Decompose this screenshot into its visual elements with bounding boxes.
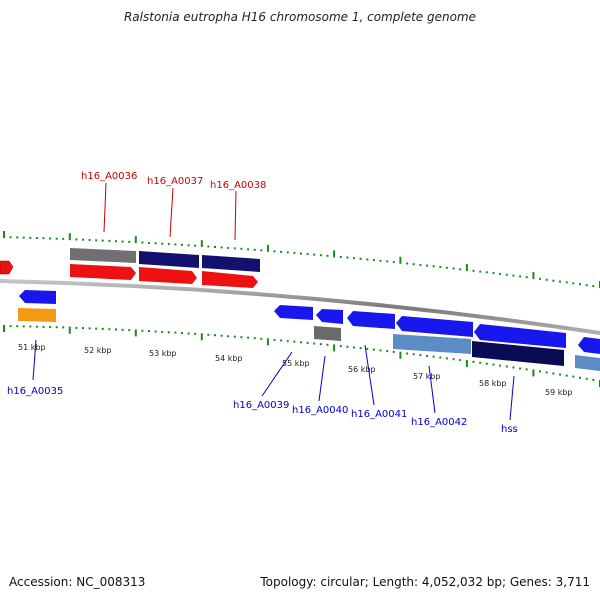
- upper-gene-labels: h16_A0036 h16_A0037 h16_A0038: [81, 171, 266, 191]
- gene-label-h16-A0042[interactable]: h16_A0042: [411, 417, 467, 428]
- gene-h16-A0038-navy[interactable]: [202, 255, 260, 272]
- kbp-label-59: 59 kbp: [545, 388, 573, 397]
- kbp-label-51: 51 kbp: [18, 343, 46, 352]
- lower-gene-labels: h16_A0035 h16_A0039 h16_A0040 h16_A0041 …: [7, 386, 518, 435]
- gene-h16-A0035-orange[interactable]: [18, 308, 56, 322]
- kbp-label-55: 55 kbp: [282, 359, 310, 368]
- kbp-label-54: 54 kbp: [215, 354, 243, 363]
- leader-line-h16-A0036: [103, 182, 107, 233]
- gene-h16-A0038-arrow[interactable]: [202, 271, 258, 288]
- upper-leader-lines: [103, 182, 237, 241]
- gene-h16-A0036-gray[interactable]: [70, 248, 136, 263]
- gene-hss-darknavy[interactable]: [472, 341, 564, 366]
- gene-label-h16-A0041[interactable]: h16_A0041: [351, 409, 407, 420]
- gene-h16-A0041-arrow[interactable]: [347, 311, 395, 329]
- lower-leader-lines: [32, 339, 515, 421]
- leader-line-h16-A0038: [234, 190, 237, 241]
- leader-line-h16-A0037: [169, 187, 174, 238]
- gene-label-h16-A0040[interactable]: h16_A0040: [292, 405, 348, 416]
- genome-backbone: [0, 279, 600, 335]
- upper-tick-track: [3, 231, 600, 288]
- gene-h16-A0039-arrow[interactable]: [274, 305, 313, 320]
- kbp-label-52: 52 kbp: [84, 346, 112, 355]
- gene-label-h16-A0035[interactable]: h16_A0035: [7, 386, 63, 397]
- footer-topology: Topology: circular; Length: 4,052,032 bp…: [260, 575, 590, 589]
- kbp-label-57: 57 kbp: [413, 372, 441, 381]
- map-title: Ralstonia eutropha H16 chromosome 1, com…: [123, 10, 477, 24]
- kbp-label-53: 53 kbp: [149, 349, 177, 358]
- gene-h16-A0035-arrow[interactable]: [19, 290, 56, 304]
- kbp-label-58: 58 kbp: [479, 379, 507, 388]
- gene-right-partial-arrow[interactable]: [578, 337, 600, 354]
- gene-label-h16-A0037[interactable]: h16_A0037: [147, 176, 203, 187]
- gene-arrow-left-partial[interactable]: [0, 260, 14, 275]
- leader-line-h16-A0040: [318, 355, 326, 402]
- kbp-label-56: 56 kbp: [348, 365, 376, 374]
- leader-line-h16-A0042: [428, 365, 436, 414]
- gene-h16-A0037-arrow[interactable]: [139, 267, 197, 284]
- gene-h16-A0040-arrow[interactable]: [316, 309, 343, 324]
- gene-right-partial-lightblue[interactable]: [575, 355, 600, 371]
- gene-label-h16-A0036[interactable]: h16_A0036: [81, 171, 137, 182]
- leader-line-h16-A0039: [261, 351, 293, 397]
- gene-h16-A0040-gray[interactable]: [314, 326, 341, 341]
- gene-h16-A0042-lightblue[interactable]: [393, 334, 471, 354]
- upper-gene-track: [0, 248, 260, 288]
- kbp-axis-labels: 51 kbp 52 kbp 53 kbp 54 kbp 55 kbp 56 kb…: [18, 343, 573, 397]
- gene-label-h16-A0038[interactable]: h16_A0038: [210, 180, 266, 191]
- lower-tick-track: [3, 325, 600, 387]
- gene-h16-A0037-navy[interactable]: [139, 251, 199, 268]
- gene-h16-A0042-arrow[interactable]: [396, 316, 473, 337]
- gene-h16-A0036-arrow[interactable]: [70, 264, 136, 280]
- leader-line-h16-A0035: [32, 339, 37, 381]
- leader-line-h16-A0041: [364, 344, 375, 406]
- gene-label-h16-A0039[interactable]: h16_A0039: [233, 400, 289, 411]
- lower-gene-track: [18, 290, 600, 371]
- gene-label-hss[interactable]: hss: [501, 424, 518, 435]
- footer-accession: Accession: NC_008313: [9, 575, 146, 589]
- gene-hss-arrow[interactable]: [474, 324, 566, 348]
- leader-line-hss: [509, 375, 515, 421]
